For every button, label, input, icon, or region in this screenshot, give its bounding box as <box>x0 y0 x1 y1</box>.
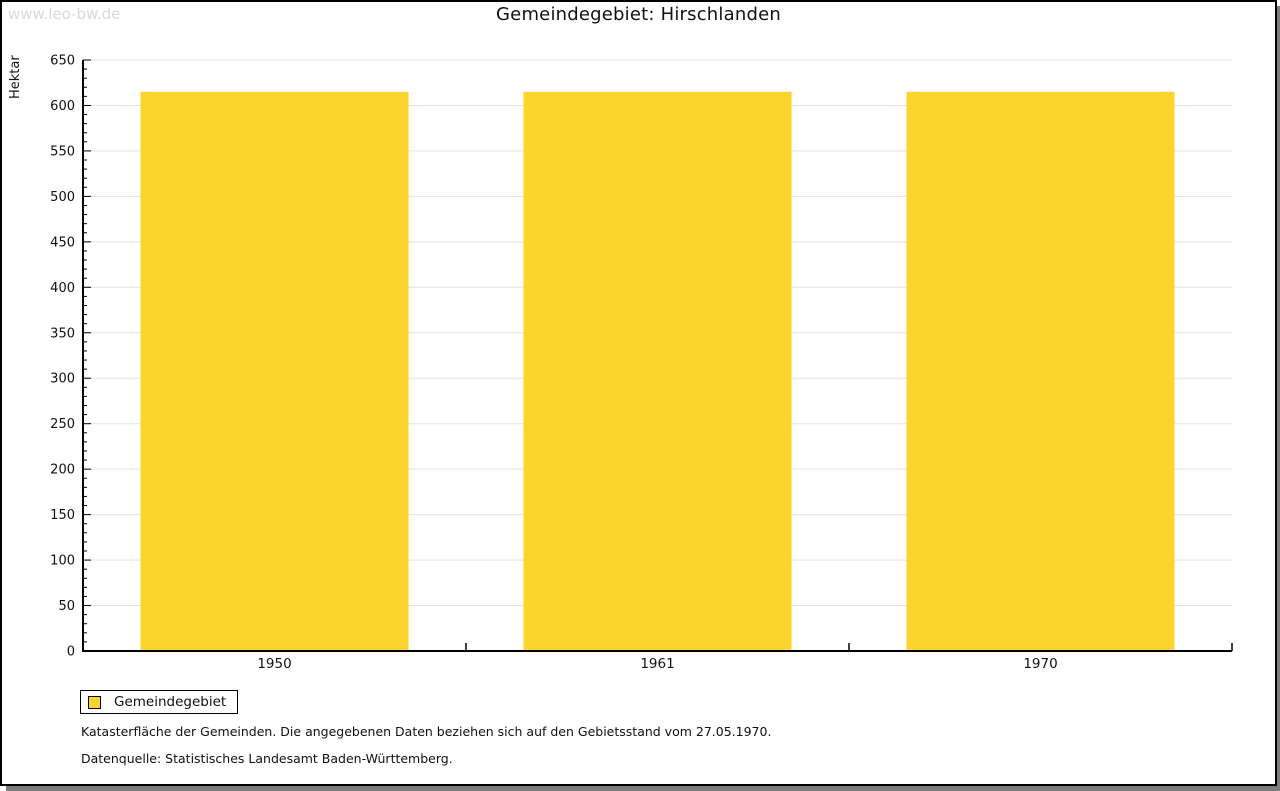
y-tick-label: 650 <box>50 54 75 69</box>
y-tick-label: 100 <box>50 554 75 569</box>
bar-1970 <box>906 91 1175 652</box>
chart-title: Gemeindegebiet: Hirschlanden <box>496 4 781 25</box>
y-tick-label: 400 <box>50 281 75 296</box>
x-category-label: 1970 <box>1023 656 1057 672</box>
y-axis-title: Hektar <box>8 55 23 99</box>
footnote-description: Katasterfläche der Gemeinden. Die angege… <box>81 724 772 739</box>
legend-swatch <box>88 695 101 709</box>
y-tick-label: 250 <box>50 417 75 432</box>
y-tick-label: 150 <box>50 508 75 523</box>
legend-label: Gemeindegebiet <box>114 694 227 710</box>
x-category-label: 1961 <box>640 656 674 672</box>
y-tick-label: 500 <box>50 190 75 205</box>
legend: Gemeindegebiet <box>80 690 239 714</box>
bar-1950 <box>140 91 409 652</box>
y-tick-label: 600 <box>50 99 75 114</box>
y-tick-label: 350 <box>50 326 75 341</box>
bar-1961 <box>523 91 792 652</box>
y-tick-label: 50 <box>58 599 75 614</box>
y-tick-label: 300 <box>50 372 75 387</box>
x-category-label: 1950 <box>257 656 291 672</box>
y-tick-label: 200 <box>50 463 75 478</box>
y-tick-label: 450 <box>50 235 75 250</box>
footnote-source: Datenquelle: Statistisches Landesamt Bad… <box>81 751 453 766</box>
y-tick-label: 550 <box>50 144 75 159</box>
y-tick-label: 0 <box>67 645 75 660</box>
watermark: www.leo-bw.de <box>8 5 121 23</box>
